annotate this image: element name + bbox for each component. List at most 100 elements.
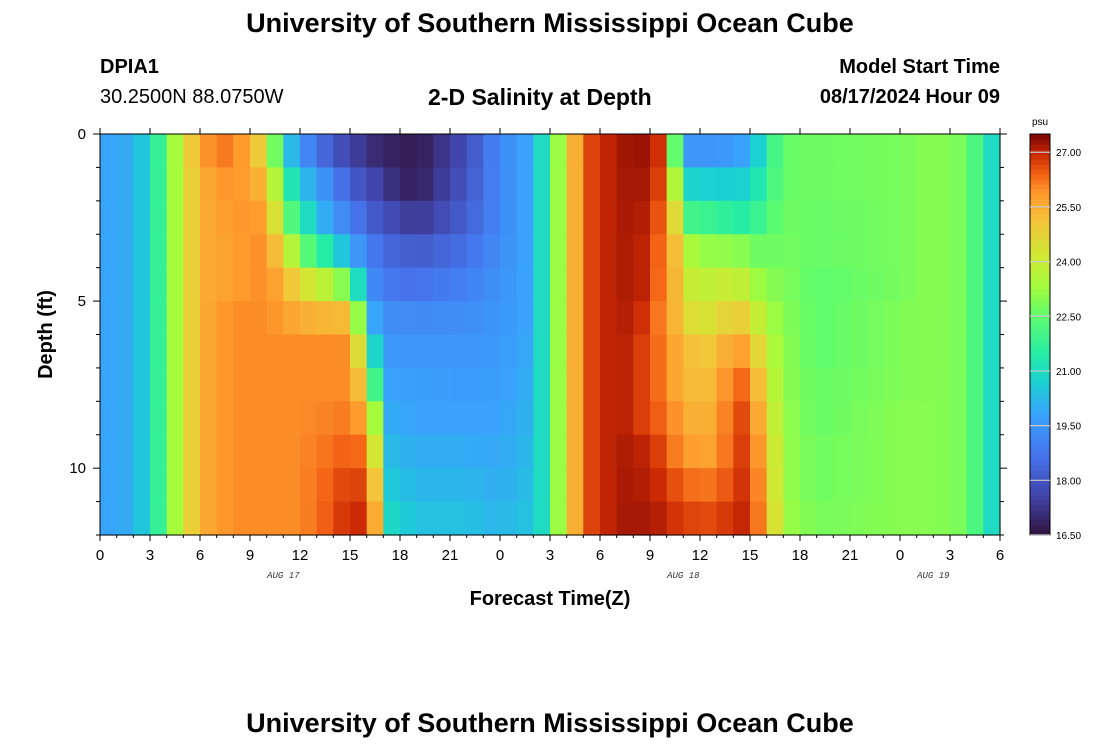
- heatmap-cell: [116, 167, 134, 202]
- heatmap-cell: [666, 468, 684, 503]
- heatmap-cell: [650, 501, 668, 536]
- heatmap-cell: [783, 167, 801, 202]
- colorbar-segment: [1030, 454, 1050, 461]
- heatmap-cell: [233, 334, 251, 369]
- heatmap-cell: [616, 267, 634, 302]
- heatmap-cell: [716, 200, 734, 235]
- heatmap-cell: [266, 167, 284, 202]
- colorbar-segment: [1030, 199, 1050, 205]
- heatmap-cell: [883, 401, 901, 436]
- heatmap-cell: [500, 468, 518, 503]
- heatmap-cell: [983, 134, 1001, 169]
- heatmap-cell: [766, 301, 784, 336]
- colorbar-segment: [1030, 429, 1050, 436]
- heatmap-cell: [750, 401, 768, 436]
- heatmap-cell: [450, 401, 468, 436]
- heatmap-cell: [566, 501, 584, 536]
- heatmap-cell: [700, 267, 718, 302]
- heatmap-cell: [466, 200, 484, 235]
- heatmap-cell: [966, 367, 984, 402]
- heatmap-cell: [333, 367, 351, 402]
- heatmap-cell: [716, 468, 734, 503]
- heatmap-cell: [133, 401, 151, 436]
- heatmap-cell: [316, 334, 334, 369]
- heatmap-cell: [266, 200, 284, 235]
- heatmap-cell: [166, 434, 184, 469]
- heatmap-cell: [666, 134, 684, 169]
- heatmap-cell: [516, 401, 534, 436]
- heatmap-cell: [550, 401, 568, 436]
- heatmap-cell: [833, 468, 851, 503]
- heatmap-cell: [916, 234, 934, 269]
- heatmap-cell: [566, 401, 584, 436]
- heatmap-cell: [900, 434, 918, 469]
- heatmap-cell: [900, 267, 918, 302]
- colorbar-segment: [1030, 394, 1050, 401]
- heatmap-cell: [700, 301, 718, 336]
- heatmap-cell: [233, 367, 251, 402]
- heatmap-cell: [700, 234, 718, 269]
- heatmap-cell: [983, 334, 1001, 369]
- heatmap-cell: [416, 134, 434, 169]
- heatmap-cell: [966, 267, 984, 302]
- heatmap-cell: [533, 267, 551, 302]
- heatmap-cell: [716, 267, 734, 302]
- x-tick-label: 6: [596, 547, 604, 564]
- heatmap-cell: [966, 468, 984, 503]
- heatmap-cell: [333, 234, 351, 269]
- heatmap-cell: [683, 234, 701, 269]
- heatmap-cell: [983, 401, 1001, 436]
- heatmap-cell: [466, 301, 484, 336]
- heatmap-cell: [233, 134, 251, 169]
- heatmap-cell: [600, 301, 618, 336]
- heatmap-cell: [200, 501, 218, 536]
- heatmap-cell: [416, 167, 434, 202]
- heatmap-cell: [133, 267, 151, 302]
- colorbar-segment: [1030, 349, 1050, 356]
- colorbar-segment: [1030, 494, 1050, 501]
- colorbar-segment: [1030, 409, 1050, 416]
- heatmap-cell: [250, 468, 268, 503]
- heatmap-cell: [950, 301, 968, 336]
- heatmap-cell: [433, 501, 451, 536]
- heatmap-cell: [683, 401, 701, 436]
- heatmap-cell: [300, 401, 318, 436]
- heatmap-cell: [816, 134, 834, 169]
- page-title-repeat: University of Southern Mississippi Ocean…: [246, 708, 854, 738]
- heatmap-cell: [916, 134, 934, 169]
- heatmap-cell: [866, 334, 884, 369]
- heatmap-cell: [800, 301, 818, 336]
- heatmap-cell: [233, 267, 251, 302]
- heatmap-cell: [933, 267, 951, 302]
- colorbar-segment: [1030, 209, 1050, 215]
- heatmap-cell: [983, 267, 1001, 302]
- heatmap-cell: [133, 468, 151, 503]
- x-tick-label: 3: [146, 547, 154, 564]
- heatmap-cell: [383, 501, 401, 536]
- heatmap-cell: [650, 334, 668, 369]
- colorbar-segment: [1030, 299, 1050, 306]
- heatmap-cell: [283, 468, 301, 503]
- heatmap-cell: [716, 401, 734, 436]
- heatmap-cell: [300, 434, 318, 469]
- heatmap-cell: [816, 234, 834, 269]
- colorbar-tick-label: 22.50: [1056, 312, 1081, 323]
- heatmap-cell: [566, 267, 584, 302]
- heatmap-cell: [300, 468, 318, 503]
- colorbar-segment: [1030, 319, 1050, 326]
- x-tick-label: 0: [96, 547, 104, 564]
- heatmap-cell: [283, 167, 301, 202]
- heatmap-cell: [516, 434, 534, 469]
- heatmap-cell: [283, 401, 301, 436]
- heatmap-cell: [866, 434, 884, 469]
- heatmap-cell: [400, 501, 418, 536]
- heatmap-cell: [416, 200, 434, 235]
- heatmap-cell: [416, 434, 434, 469]
- heatmap-cell: [450, 468, 468, 503]
- heatmap-cell: [516, 200, 534, 235]
- heatmap-cell: [783, 401, 801, 436]
- heatmap-cell: [200, 167, 218, 202]
- x-tick-label: 18: [392, 547, 409, 564]
- heatmap-cell: [250, 200, 268, 235]
- heatmap-cell: [916, 501, 934, 536]
